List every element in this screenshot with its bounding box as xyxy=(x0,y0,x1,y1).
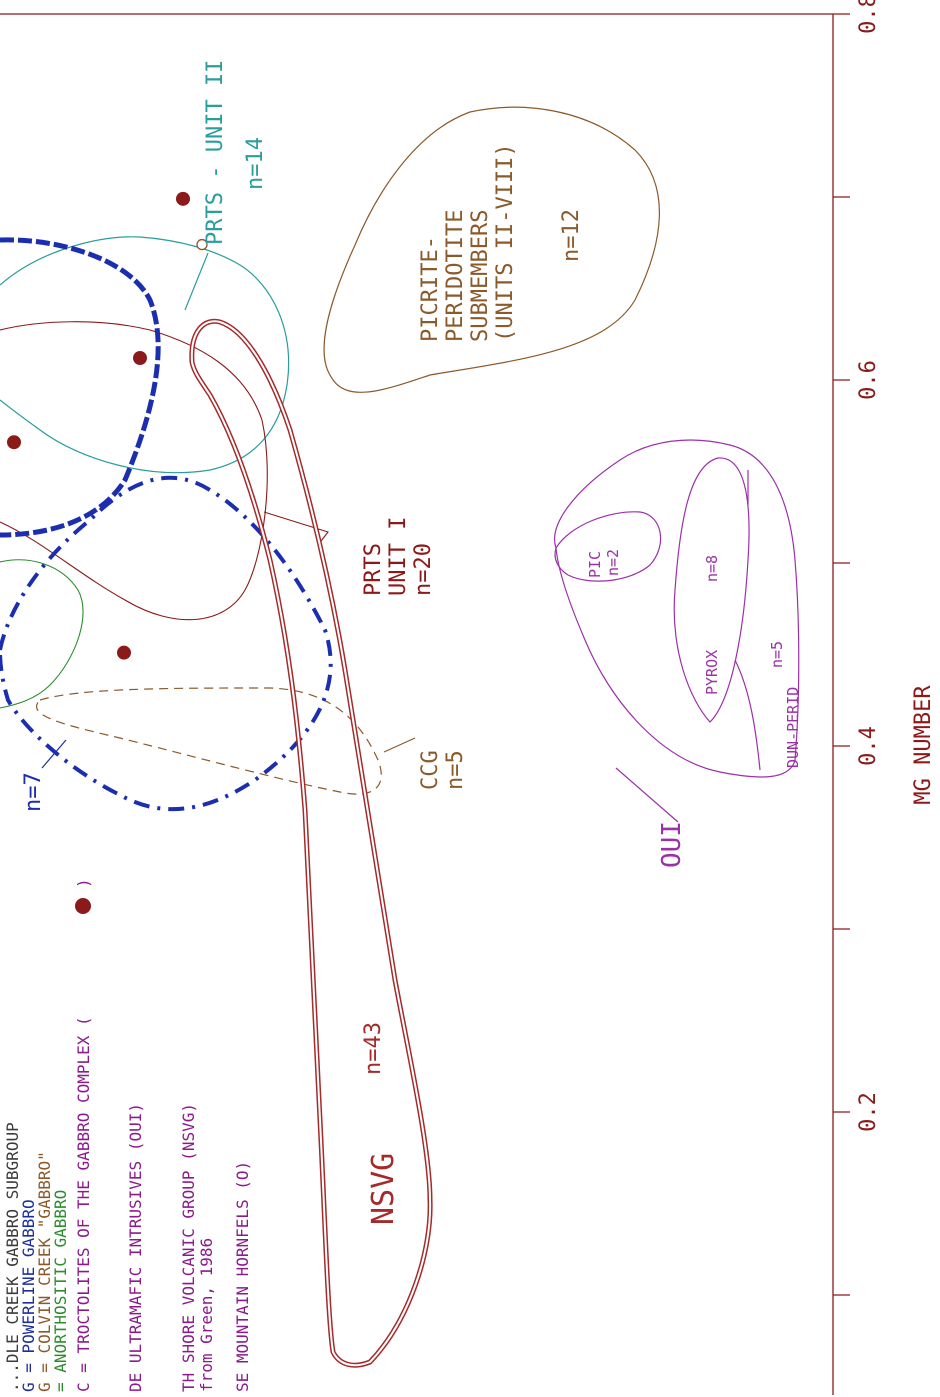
legend-entry-0: ...DLE CREEK GABBRO SUBGROUP xyxy=(3,1122,22,1392)
ccg-outline xyxy=(36,687,382,795)
label-picrite-4: (UNITS II-VIII) xyxy=(493,143,518,342)
label-pic-n: n=2 xyxy=(604,549,622,576)
troctolite-point-3 xyxy=(133,351,147,366)
legend-entry-7: from Green, 1986 xyxy=(197,1238,216,1392)
data-points xyxy=(7,191,208,660)
powerline-gabbro xyxy=(0,237,333,812)
legend-troctolite-close: ) xyxy=(74,878,93,888)
x-axis-label: MG NUMBER xyxy=(911,685,936,805)
label-picrite-2: PERIDOTITE xyxy=(443,210,468,342)
legend-entry-2: G = COLVIN CREEK "GABBRO" xyxy=(35,1151,54,1392)
troctolite-point-0 xyxy=(7,435,21,450)
prts-unit-ii-leader xyxy=(184,252,209,311)
prts-unit-ii xyxy=(0,236,290,474)
label-prts1-unit: UNIT I xyxy=(386,517,411,596)
label-oui-name: OUI xyxy=(657,821,687,868)
prts-unit-ii-outline xyxy=(0,236,290,474)
legend-troctolite-symbol xyxy=(75,898,91,914)
troctolite-point-1 xyxy=(176,191,190,206)
picrite-outline xyxy=(323,106,660,393)
powerline-leader xyxy=(41,739,67,769)
oui-fields xyxy=(554,439,800,823)
legend-entry-3: = ANORTHOSITIC GABBRO xyxy=(51,1190,70,1392)
legend-entry-6: TH SHORE VOLCANIC GROUP (NSVG) xyxy=(179,1103,198,1392)
x-tick-label-5: 0.6 xyxy=(856,360,881,400)
label-prts2-name: PRTS - UNIT II xyxy=(203,60,228,245)
troctolite-point-2 xyxy=(117,645,131,660)
powerline-upper-outline xyxy=(0,237,161,538)
pyrox-outline xyxy=(673,457,750,723)
label-ccg-name: CCG xyxy=(418,750,443,790)
label-ccg-n: n=5 xyxy=(443,750,468,790)
nsvg-field xyxy=(189,318,433,1368)
legend-entry-4: C = TROCTOLITES OF THE GABBRO COMPLEX ( xyxy=(74,1016,93,1392)
x-axis-ticks: 0.2 0.4 0.6 0.8 xyxy=(833,0,881,1296)
hornfels-point-0 xyxy=(196,238,208,251)
label-picrite-1: PICRITE- xyxy=(418,236,443,342)
label-powerline-n: n=7 xyxy=(21,772,46,812)
powerline-lower-outline xyxy=(0,475,333,812)
dun-perid-divider xyxy=(734,659,761,771)
x-tick-label-7: 0.8 xyxy=(856,0,881,34)
label-picrite-3: SUBMEMBERS xyxy=(468,210,493,342)
nsvg-outline-inner xyxy=(190,320,432,1367)
label-dun-name: DUN-PERID xyxy=(784,687,802,768)
label-picrite-n: n=12 xyxy=(559,209,584,262)
label-prts1-n: n=20 xyxy=(411,543,436,596)
oui-leader xyxy=(615,767,679,823)
legend-entry-5: DE ULTRAMAFIC INTRUSIVES (OUI) xyxy=(126,1103,145,1392)
label-pyrox-n: n=8 xyxy=(703,555,721,582)
label-pic-name: PIC xyxy=(586,551,604,578)
label-prts1-name: PRTS xyxy=(361,543,386,596)
label-nsvg-name: NSVG xyxy=(366,1153,401,1225)
pic-outline xyxy=(554,511,662,582)
x-tick-label-1: 0.2 xyxy=(856,1092,881,1132)
label-nsvg-n: n=43 xyxy=(361,1022,386,1075)
oui-outline xyxy=(554,439,800,778)
label-dun-n: n=5 xyxy=(768,641,786,668)
legend-entry-8: SE MOUNTAIN HORNFELS (O) xyxy=(233,1161,252,1392)
anorthositic-gabbro-outline xyxy=(0,559,84,709)
prts-unit-i xyxy=(0,321,329,621)
x-tick-label-3: 0.4 xyxy=(856,726,881,766)
label-pyrox-name: PYROX xyxy=(703,650,721,695)
ccg-leader xyxy=(383,737,416,753)
legend-entry-1: G = POWERLINE GABBRO xyxy=(19,1199,38,1392)
label-prts2-n: n=14 xyxy=(243,137,268,190)
ccg-field xyxy=(36,687,416,795)
prts-unit-i-outline xyxy=(0,321,268,621)
